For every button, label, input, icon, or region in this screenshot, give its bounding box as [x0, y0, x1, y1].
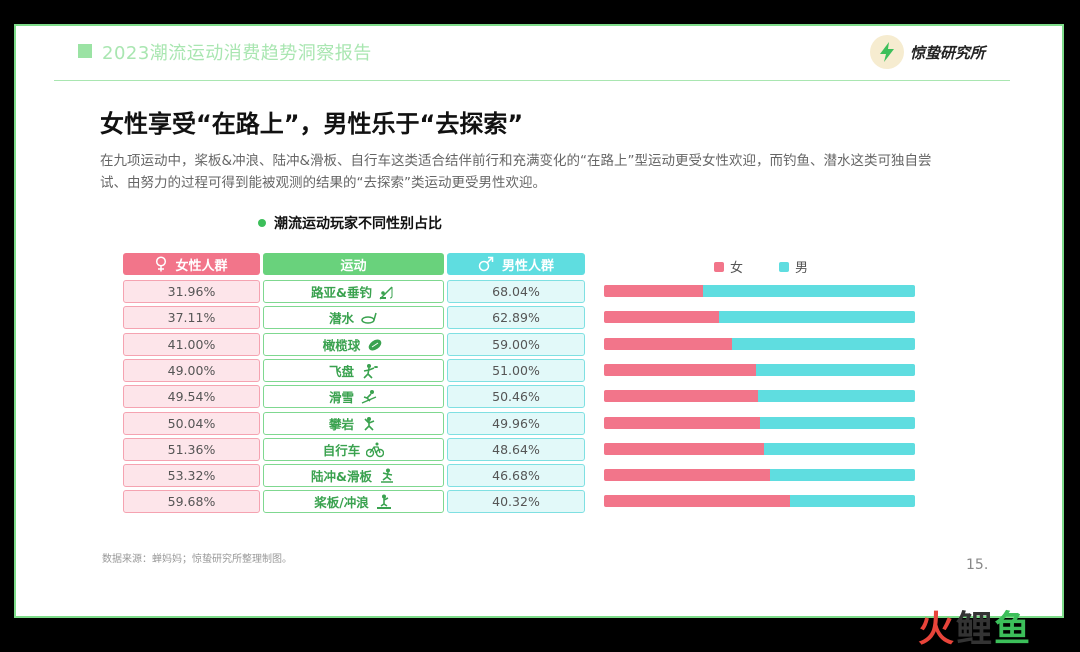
legend-female: 女 [714, 257, 743, 276]
male-symbol-icon [478, 256, 494, 272]
female-bar-segment [604, 364, 757, 376]
female-percent-cell: 31.96% [123, 280, 260, 303]
bicycle-icon [366, 442, 385, 457]
data-source: 数据来源：蝉妈妈；惊蛰研究所整理制图。 [102, 554, 292, 565]
sport-label: 滑雪 [328, 390, 354, 405]
gender-ratio-bar [604, 469, 915, 481]
header-square-icon [78, 44, 92, 58]
gender-ratio-bar [604, 390, 915, 402]
sport-name-cell: 橄榄球 [263, 333, 444, 356]
sport-name-cell: 路亚&垂钓 [263, 280, 444, 303]
sport-name-cell: 自行车 [263, 438, 444, 461]
page-title: 女性享受“在路上”，男性乐于“去探索” [100, 110, 524, 138]
gender-ratio-bar [604, 495, 915, 507]
legend-male-swatch [779, 261, 790, 272]
male-bar-segment [756, 364, 915, 376]
female-symbol-icon [156, 256, 167, 272]
male-bar-segment [769, 469, 915, 481]
sport-label: 自行车 [322, 443, 361, 458]
watermark: 火鲤鱼 [918, 600, 1032, 652]
male-bar-segment [703, 285, 915, 297]
female-percent-cell: 49.54% [123, 385, 260, 408]
gender-ratio-bar [604, 364, 915, 376]
female-bar-segment [604, 311, 720, 323]
male-bar-segment [731, 338, 915, 350]
gender-ratio-bar [604, 311, 915, 323]
male-bar-segment [759, 417, 915, 429]
male-bar-segment [719, 311, 915, 323]
fishing-icon [379, 286, 393, 299]
male-bar-segment [789, 495, 915, 507]
header-divider [54, 80, 1010, 81]
legend-male: 男 [779, 257, 808, 276]
sport-name-cell: 潜水 [263, 306, 444, 329]
male-percent-cell: 51.00% [447, 359, 585, 382]
female-percent-cell: 53.32% [123, 464, 260, 487]
sport-label: 橄榄球 [322, 338, 361, 353]
watermark-char-2: 鲤 [956, 609, 995, 650]
chart-title: 潮流运动玩家不同性别占比 [258, 213, 442, 233]
female-bar-segment [604, 469, 770, 481]
male-column-header: 男性人群 [447, 253, 585, 275]
sport-label: 陆冲&滑板 [311, 469, 372, 484]
sport-label: 桨板/冲浪 [314, 495, 369, 510]
sport-name-cell: 桨板/冲浪 [263, 490, 444, 513]
watermark-char-1: 火 [918, 609, 957, 650]
lightning-icon [870, 35, 904, 69]
chart-legend: 女 男 [714, 257, 844, 276]
sport-name-cell: 攀岩 [263, 412, 444, 435]
male-bar-segment [763, 443, 915, 455]
female-bar-segment [604, 285, 704, 297]
female-column-header: 女性人群 [123, 253, 260, 275]
sport-name-cell: 滑雪 [263, 385, 444, 408]
sport-label: 飞盘 [328, 364, 354, 379]
gender-ratio-bar [604, 285, 915, 297]
gender-ratio-bar [604, 443, 915, 455]
report-title: 2023潮流运动消费趋势洞察报告 [102, 43, 372, 64]
female-percent-cell: 49.00% [123, 359, 260, 382]
female-percent-cell: 41.00% [123, 333, 260, 356]
female-percent-cell: 51.36% [123, 438, 260, 461]
female-percent-cell: 59.68% [123, 490, 260, 513]
male-percent-cell: 68.04% [447, 280, 585, 303]
male-percent-cell: 48.64% [447, 438, 585, 461]
sport-column-header: 运动 [263, 253, 444, 275]
sport-label: 路亚&垂钓 [311, 285, 372, 300]
female-bar-segment [604, 443, 764, 455]
male-percent-cell: 50.46% [447, 385, 585, 408]
male-bar-segment [758, 390, 915, 402]
page-number: 15. [966, 557, 989, 573]
sport-label: 潜水 [328, 311, 354, 326]
sport-label: 攀岩 [328, 417, 354, 432]
brand-name: 惊蛰研究所 [910, 43, 986, 62]
frisbee-icon [363, 363, 378, 379]
surf-icon [376, 494, 391, 509]
bullet-dot-icon [258, 219, 266, 227]
chart-title-text: 潮流运动玩家不同性别占比 [274, 216, 442, 232]
skateboard-icon [380, 468, 393, 483]
legend-female-swatch [714, 261, 724, 272]
female-percent-cell: 37.11% [123, 306, 260, 329]
ski-icon [361, 389, 377, 404]
male-percent-cell: 59.00% [447, 333, 585, 356]
gender-ratio-bar [604, 417, 915, 429]
female-bar-segment [604, 417, 760, 429]
male-percent-cell: 46.68% [447, 464, 585, 487]
male-percent-cell: 62.89% [447, 306, 585, 329]
watermark-char-3: 鱼 [994, 609, 1033, 650]
sport-name-cell: 陆冲&滑板 [263, 464, 444, 487]
gender-ratio-bar [604, 338, 915, 350]
description: 在九项运动中，桨板&冲浪、陆冲&滑板、自行车这类适合结伴前行和充满变化的“在路上… [100, 153, 932, 191]
sport-name-cell: 飞盘 [263, 359, 444, 382]
female-bar-segment [604, 338, 732, 350]
female-percent-cell: 50.04% [123, 412, 260, 435]
climbing-icon [364, 416, 375, 431]
female-bar-segment [604, 390, 759, 402]
rugby-ball-icon [368, 339, 382, 350]
snorkel-icon [361, 312, 377, 324]
male-percent-cell: 49.96% [447, 412, 585, 435]
male-percent-cell: 40.32% [447, 490, 585, 513]
female-bar-segment [604, 495, 790, 507]
brand-logo: 惊蛰研究所 [870, 35, 985, 69]
